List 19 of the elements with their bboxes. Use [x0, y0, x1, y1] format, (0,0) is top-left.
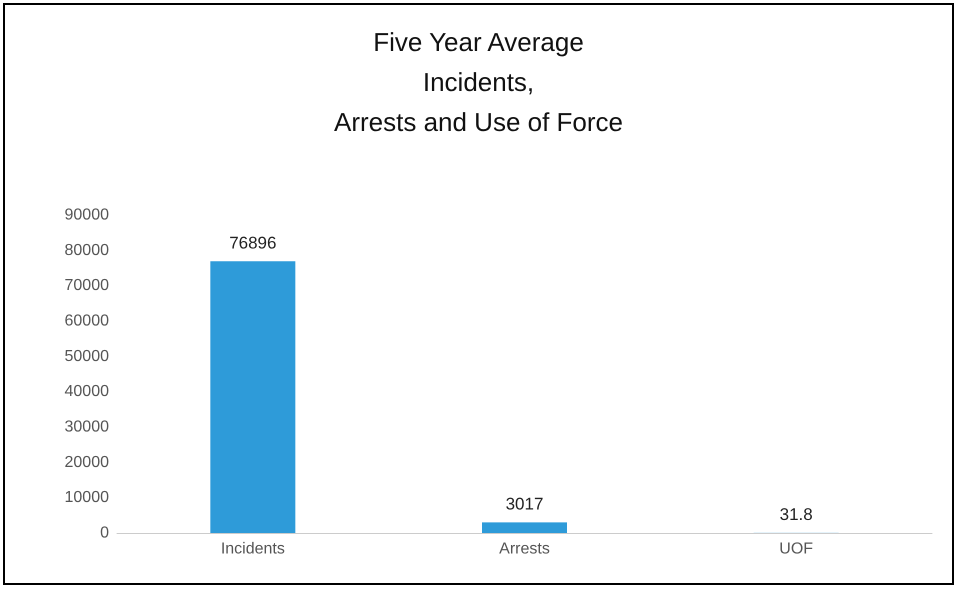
x-tick-label: UOF — [779, 540, 814, 558]
y-tick-label: 70000 — [64, 277, 110, 294]
bar — [482, 522, 567, 533]
y-tick-label: 20000 — [64, 454, 110, 471]
data-label: 3017 — [506, 494, 544, 514]
y-tick-label: 10000 — [64, 489, 110, 506]
bar — [210, 261, 296, 533]
y-tick-label: 50000 — [64, 348, 110, 365]
y-tick-label: 80000 — [64, 242, 110, 259]
y-tick-label: 30000 — [64, 418, 110, 436]
x-tick-label: Arrests — [499, 540, 550, 558]
y-tick-label: 40000 — [64, 383, 110, 400]
x-tick-label: Incidents — [220, 540, 285, 558]
y-tick-label: 60000 — [64, 312, 110, 330]
y-tick-label: 0 — [100, 524, 110, 542]
y-tick-label: 90000 — [64, 206, 110, 224]
chart-title: Five Year Average Incidents, Arrests and Use of Force — [334, 27, 623, 137]
data-label: 31.8 — [780, 504, 813, 524]
data-label: 76896 — [229, 233, 276, 252]
